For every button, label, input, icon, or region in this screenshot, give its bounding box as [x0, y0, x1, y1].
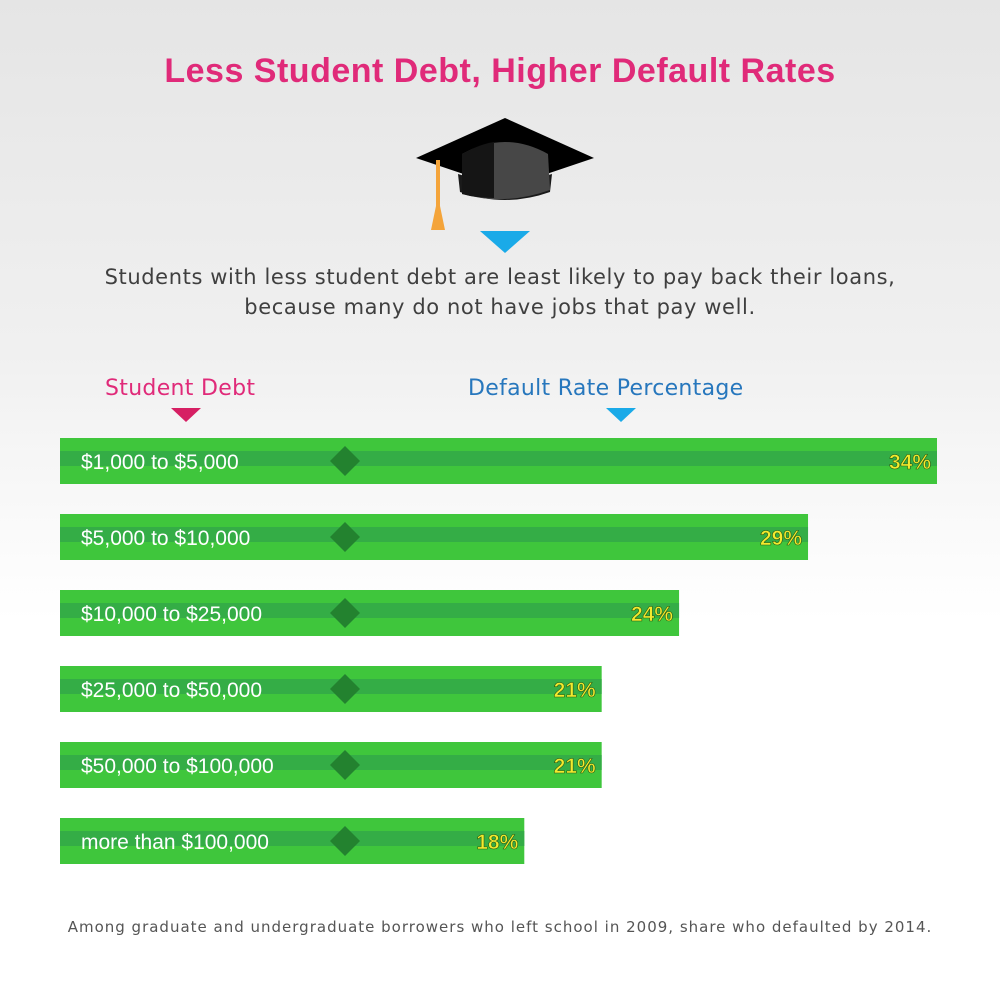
- value-label: 21%: [554, 755, 596, 778]
- subtitle-line: because many do not have jobs that pay w…: [244, 295, 756, 319]
- diamond-icon: [330, 522, 360, 552]
- bar-band: [60, 451, 937, 466]
- bar-row: more than $100,000 18%: [60, 818, 525, 864]
- category-label: $5,000 to $10,000: [81, 527, 250, 550]
- diamond-icon: [330, 674, 360, 704]
- student-debt-label: Student Debt: [105, 376, 256, 401]
- diamond-icon: [330, 750, 360, 780]
- bar-chart: $1,000 to $5,000 34%$5,000 to $10,000 29%$…: [60, 438, 937, 864]
- bar-band: [60, 831, 525, 846]
- bar-band: [60, 679, 602, 694]
- triangle-down-icon: [480, 231, 530, 253]
- bar-band: [60, 603, 680, 618]
- category-label: $1,000 to $5,000: [81, 451, 239, 474]
- value-label: 34%: [889, 451, 931, 474]
- bar-row: $1,000 to $5,000 34%: [60, 438, 937, 484]
- subtitle: Students with less student debt are leas…: [20, 262, 980, 322]
- triangle-down-icon: [171, 408, 201, 422]
- page-title: Less Student Debt, Higher Default Rates: [164, 52, 836, 90]
- category-label: $50,000 to $100,000: [81, 755, 274, 778]
- category-label: more than $100,000: [81, 831, 269, 854]
- diamond-icon: [330, 446, 360, 476]
- value-label: 29%: [760, 527, 802, 550]
- bar-row: $50,000 to $100,000 21%: [60, 742, 602, 788]
- graduation-cap-icon: [416, 118, 594, 230]
- value-label: 18%: [476, 831, 518, 854]
- category-label: $10,000 to $25,000: [81, 603, 262, 626]
- triangle-down-icon: [606, 408, 636, 422]
- subtitle-line: Students with less student debt are leas…: [104, 265, 896, 289]
- value-label: 24%: [631, 603, 673, 626]
- default-rate-label: Default Rate Percentage: [468, 376, 744, 401]
- bar-row: $5,000 to $10,000 29%: [60, 514, 809, 560]
- value-label: 21%: [554, 679, 596, 702]
- bar-row: $10,000 to $25,000 24%: [60, 590, 680, 636]
- diamond-icon: [330, 598, 360, 628]
- diamond-icon: [330, 826, 360, 856]
- bar-band: [60, 755, 602, 770]
- bar-row: $25,000 to $50,000 21%: [60, 666, 602, 712]
- bar-band: [60, 527, 809, 542]
- category-label: $25,000 to $50,000: [81, 679, 262, 702]
- footnote: Among graduate and undergraduate borrowe…: [67, 918, 933, 936]
